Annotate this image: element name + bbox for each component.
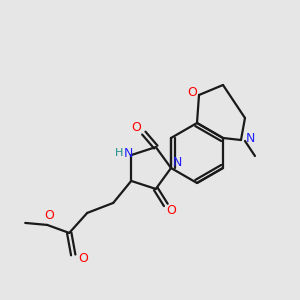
Text: N: N [172,155,182,169]
Text: O: O [187,85,197,98]
Text: O: O [78,252,88,266]
Text: H: H [115,148,123,158]
Text: N: N [124,147,133,160]
Text: O: O [166,204,176,218]
Text: N: N [245,131,255,145]
Text: O: O [131,121,141,134]
Text: O: O [44,209,54,222]
